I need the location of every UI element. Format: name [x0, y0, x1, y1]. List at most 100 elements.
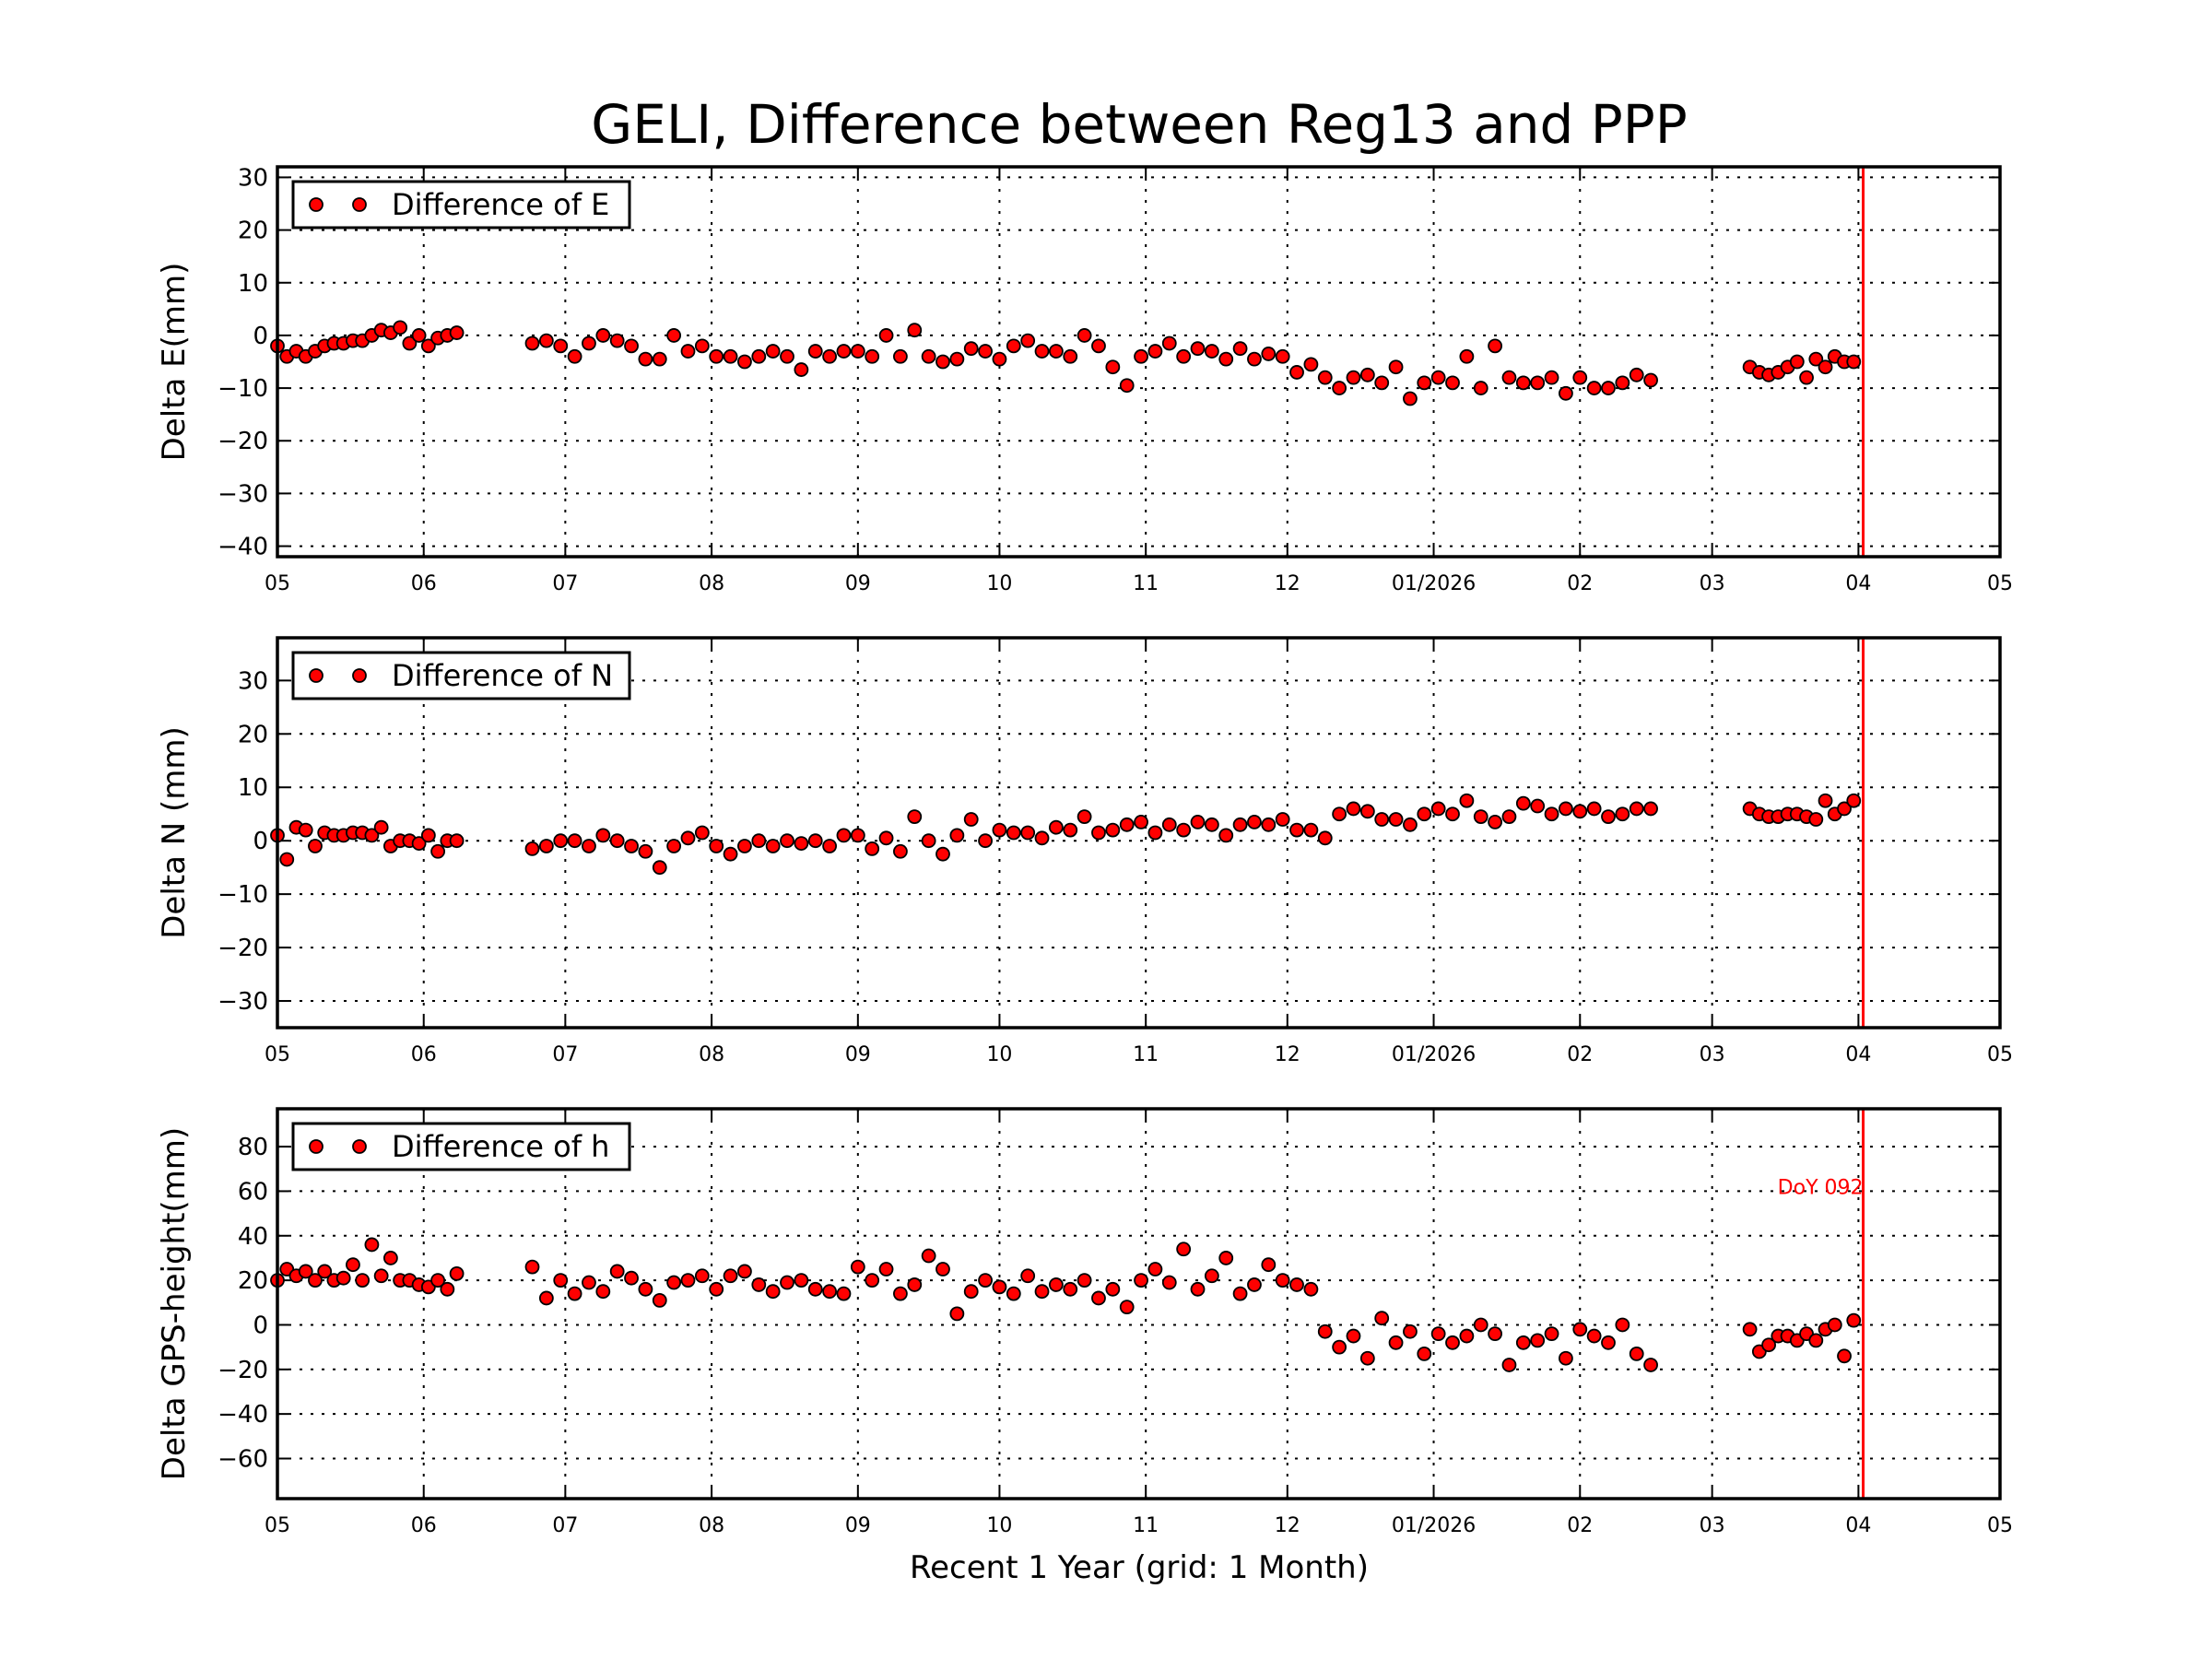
data-point [364, 828, 380, 843]
data-point [1515, 375, 1531, 391]
legend-marker [309, 1139, 324, 1154]
x-tick-label: 02 [1567, 572, 1593, 595]
data-point [1289, 822, 1304, 838]
x-tick-label: 04 [1845, 572, 1871, 595]
data-point [907, 1277, 923, 1292]
data-point [1048, 344, 1064, 359]
data-point [1034, 830, 1050, 846]
x-tick-label: 11 [1133, 572, 1159, 595]
data-point [1161, 817, 1177, 832]
data-point [935, 846, 950, 862]
data-point [567, 348, 582, 364]
data-point [1275, 348, 1290, 364]
data-point [1020, 333, 1036, 348]
x-tick-label: 09 [845, 1514, 871, 1537]
data-point [440, 1281, 455, 1297]
data-point [1629, 367, 1644, 382]
x-tick-label: 06 [411, 572, 437, 595]
data-point [723, 846, 738, 862]
x-tick-label: 10 [986, 1043, 1012, 1066]
data-point [1530, 375, 1546, 391]
data-point [751, 833, 767, 849]
data-point [1346, 801, 1361, 817]
x-tick-label: 04 [1845, 1514, 1871, 1537]
data-point [582, 335, 596, 351]
data-point [1147, 344, 1163, 359]
data-point [780, 1275, 794, 1290]
x-axis-label: Recent 1 Year (grid: 1 Month) [910, 1549, 1369, 1586]
data-point [935, 1262, 950, 1277]
data-point [794, 836, 809, 851]
data-point [1515, 795, 1531, 811]
data-point [308, 839, 323, 853]
data-point [1629, 801, 1644, 817]
data-point [765, 344, 781, 359]
data-point [1615, 1317, 1630, 1333]
y-tick-label: −20 [218, 428, 268, 455]
data-point [638, 1281, 653, 1297]
data-point [1119, 1300, 1135, 1315]
y-tick-label: 0 [253, 323, 268, 350]
data-point [1359, 1350, 1375, 1366]
data-point [737, 1264, 752, 1279]
data-point [1473, 381, 1488, 395]
data-point [364, 1237, 380, 1253]
data-point [780, 348, 794, 364]
data-point [355, 1273, 371, 1288]
axes-frame [276, 1107, 2002, 1500]
x-tick-label: 10 [986, 1514, 1012, 1537]
data-point [1204, 817, 1219, 832]
y-tick-label: −40 [218, 1401, 268, 1429]
y-tick-label: 10 [238, 774, 268, 802]
data-point [963, 812, 979, 827]
y-tick-label: −60 [218, 1445, 268, 1473]
data-point [878, 328, 894, 343]
data-point [1643, 801, 1658, 817]
data-point [1445, 1335, 1460, 1350]
data-point [1332, 1339, 1347, 1355]
data-point [1572, 804, 1588, 819]
data-point [1261, 817, 1277, 832]
data-point [317, 1264, 333, 1279]
data-point [1218, 351, 1234, 367]
data-point [652, 860, 667, 876]
data-point [298, 1264, 313, 1279]
data-point [382, 1251, 398, 1265]
data-point [794, 362, 809, 377]
data-point [666, 328, 682, 343]
legend-box [291, 1122, 631, 1171]
data-point [609, 333, 625, 348]
legend-box [291, 651, 631, 700]
panel-2: 05 06 07 08 09 10 11 12 01/2026 02 03 04 05 −30 −20 −10… [156, 636, 2013, 1066]
data-point [1006, 338, 1021, 354]
y-axis-label: Delta N (mm) [156, 726, 193, 939]
x-tick-label: 07 [552, 1043, 578, 1066]
data-point [567, 833, 582, 849]
data-point [1530, 1333, 1546, 1348]
data-point [1643, 372, 1658, 388]
data-point [1176, 348, 1192, 364]
data-point [963, 1284, 979, 1300]
data-point [694, 338, 710, 354]
data-point [1218, 828, 1234, 843]
y-tick-label: 20 [238, 218, 268, 245]
x-tick-label: 05 [1987, 572, 2013, 595]
data-point [1837, 1348, 1852, 1364]
data-point [298, 822, 313, 838]
data-point [652, 351, 667, 367]
data-point [1515, 1335, 1531, 1350]
legend-marker [352, 668, 367, 683]
data-point [1846, 1312, 1862, 1328]
data-point [1147, 1262, 1163, 1277]
axes-frame [276, 165, 2002, 559]
data-point [624, 1270, 639, 1286]
data-point [449, 833, 465, 849]
data-point [1417, 806, 1432, 822]
data-point [1247, 351, 1262, 367]
data-point [765, 1284, 781, 1300]
data-point [992, 822, 1007, 838]
data-point [1261, 1257, 1277, 1273]
y-tick-label: −30 [218, 480, 268, 508]
data-point [1317, 370, 1333, 385]
